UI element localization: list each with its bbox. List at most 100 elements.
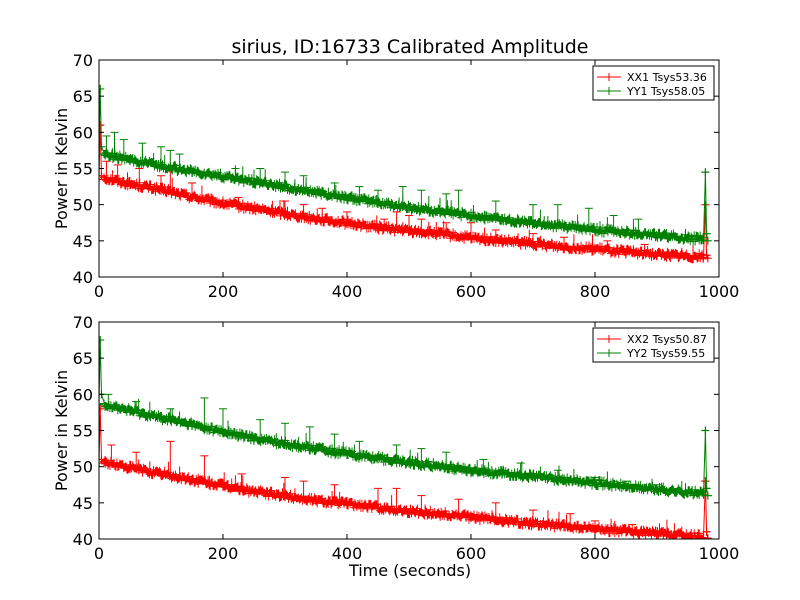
top-y-tick-label: 60 xyxy=(73,123,93,142)
bottom-y-tick-label: 60 xyxy=(73,385,93,404)
bottom-series-1-point xyxy=(560,523,568,532)
top-series-2-point xyxy=(99,84,105,93)
top-series-1-point xyxy=(374,224,382,233)
top-series-2-point xyxy=(699,236,708,245)
top-series-2-point xyxy=(622,229,630,238)
top-legend-entry: XX1 Tsys53.36 xyxy=(627,71,707,84)
top-y-tick-label: 65 xyxy=(73,87,93,106)
bottom-series-1-point xyxy=(703,534,712,539)
top-plot-area xyxy=(99,84,712,264)
bottom-x-tick-label: 200 xyxy=(208,544,239,563)
top-series-1-point xyxy=(653,251,661,260)
top-x-tick-label: 1000 xyxy=(699,282,740,301)
bottom-series-1-point xyxy=(699,533,708,539)
bottom-series-1-point xyxy=(219,482,227,491)
bottom-y-tick-label: 70 xyxy=(73,313,93,332)
bottom-series-2-point xyxy=(436,463,444,472)
top-series-1-point xyxy=(101,175,110,184)
bottom-series-2-point xyxy=(622,483,630,492)
bottom-series-2-point xyxy=(467,467,475,476)
bottom-series-2-point xyxy=(529,473,537,482)
bottom-series-2-point xyxy=(188,422,196,431)
bottom-series-2-point xyxy=(702,484,711,493)
bottom-series-2-point xyxy=(701,426,710,435)
bottom-y-tick-label: 65 xyxy=(73,349,93,368)
bottom-series-2-band xyxy=(100,399,708,500)
bottom-series-2-point xyxy=(591,480,599,489)
top-series-2-point xyxy=(281,184,289,193)
top-series-1-point xyxy=(591,246,599,255)
top-series-1-point xyxy=(467,235,475,244)
bottom-legend-box xyxy=(592,327,715,363)
bottom-series-1-point xyxy=(99,455,106,464)
bottom-series-2-point xyxy=(157,414,165,423)
top-series-2-point xyxy=(157,163,165,172)
top-legend-entry: YY1 Tsys58.05 xyxy=(626,85,705,98)
top-series-1-point xyxy=(436,231,444,240)
bottom-legend-entry: YY2 Tsys59.55 xyxy=(626,347,705,360)
bottom-y-tick-label: 50 xyxy=(73,458,93,477)
bottom-series-1-point xyxy=(101,459,110,468)
bottom-series-1-point xyxy=(281,493,289,502)
top-series-2-point xyxy=(405,205,413,214)
top-series-2-point xyxy=(702,229,711,238)
top-series-2-point xyxy=(312,189,320,198)
bottom-series-2-point xyxy=(101,401,110,410)
top-series-2-point xyxy=(101,151,110,160)
bottom-x-tick-label: 800 xyxy=(580,544,611,563)
bottom-x-tick-label: 1000 xyxy=(699,544,740,563)
bottom-y-axis-label: Power in Kelvin xyxy=(52,370,71,491)
top-legend-marker xyxy=(605,73,613,81)
bottom-y-tick-label: 40 xyxy=(73,530,93,549)
top-series-2-point xyxy=(219,173,227,182)
bottom-legend-marker xyxy=(605,349,613,357)
top-series-1-point xyxy=(498,238,506,247)
bottom-legend-marker xyxy=(605,335,613,343)
bottom-series-1-point xyxy=(653,530,661,539)
top-y-tick-label: 40 xyxy=(73,268,93,287)
top-series-1-point xyxy=(343,220,351,229)
bottom-series-1-point xyxy=(157,471,165,480)
bottom-series-1-point xyxy=(126,464,134,473)
top-series-2-noise xyxy=(112,148,686,240)
bottom-x-tick-label: 400 xyxy=(332,544,363,563)
bottom-y-tick-label: 55 xyxy=(73,422,93,441)
top-series-1-point xyxy=(99,171,106,180)
bottom-series-2-point xyxy=(699,490,708,499)
bottom-series-1-point xyxy=(188,477,196,486)
bottom-series-1-band xyxy=(100,456,708,539)
top-y-tick-label: 45 xyxy=(73,232,93,251)
top-series-1-point xyxy=(126,181,134,190)
top-x-tick-label: 400 xyxy=(332,282,363,301)
top-y-tick-label: 55 xyxy=(73,160,93,179)
bottom-x-tick-label: 600 xyxy=(456,544,487,563)
bottom-series-2-point xyxy=(281,440,289,449)
bottom-series-1-point xyxy=(498,517,506,526)
top-panel: 0 200 400 600 800 1000 40 45 50 55 60 65 70 Power in … xyxy=(52,51,739,301)
bottom-series-2-point xyxy=(99,400,103,409)
top-x-tick-label: 200 xyxy=(208,282,239,301)
bottom-series-2-point xyxy=(703,491,712,500)
bottom-series-1-point xyxy=(529,520,537,529)
bottom-series-1-noise xyxy=(112,459,683,537)
bottom-series-1-point xyxy=(343,501,351,510)
top-series-1-point xyxy=(701,200,710,209)
top-series-2-point xyxy=(591,227,599,236)
top-y-axis-label: Power in Kelvin xyxy=(52,108,71,229)
bottom-series-1-point xyxy=(622,528,630,537)
bottom-y-tick-label: 45 xyxy=(73,494,93,513)
top-series-1-point xyxy=(703,254,712,263)
top-series-1-point xyxy=(188,194,196,203)
chart-title: sirius, ID:16733 Calibrated Amplitude xyxy=(232,36,589,58)
top-series-2-point xyxy=(701,168,710,177)
bottom-series-2-point xyxy=(405,459,413,468)
bottom-legend-entry: XX2 Tsys50.87 xyxy=(627,333,707,346)
bottom-series-1-markers xyxy=(100,440,708,539)
bottom-series-1-point xyxy=(684,532,692,539)
top-series-2-point xyxy=(529,220,537,229)
top-legend-marker xyxy=(605,87,613,95)
top-legend-box xyxy=(592,65,715,101)
top-x-tick-label: 600 xyxy=(456,282,487,301)
